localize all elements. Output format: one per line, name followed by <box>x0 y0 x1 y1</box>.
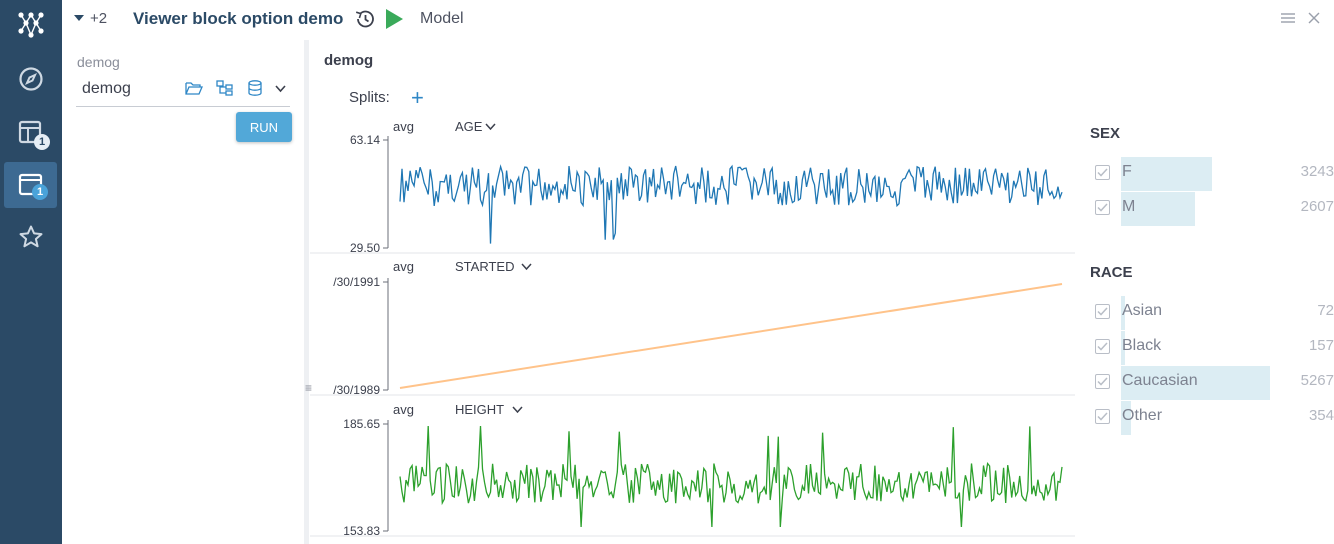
filter-frequency-bar <box>1121 401 1131 435</box>
filter-title-sex: SEX <box>1090 125 1121 142</box>
filter-checkbox[interactable] <box>1095 374 1110 389</box>
close-icon[interactable] <box>1307 11 1321 25</box>
filter-count: 72 <box>1317 302 1334 319</box>
filter-count: 5267 <box>1300 372 1334 389</box>
filter-label: Asian <box>1122 302 1163 319</box>
dashboard-icon <box>18 120 41 144</box>
check-icon <box>1097 168 1108 177</box>
series-line-age <box>399 164 1063 244</box>
filter-row[interactable]: Asian 72 <box>1090 296 1334 330</box>
filter-label: Other <box>1122 407 1163 424</box>
query-panel: demog demog RUN <box>62 40 304 544</box>
filter-row[interactable]: Black 157 <box>1090 331 1334 365</box>
app-logo-button[interactable] <box>4 2 57 48</box>
filter-frequency-bar <box>1121 296 1125 330</box>
filter-count: 2607 <box>1300 198 1334 215</box>
viewer-title: demog <box>324 52 374 69</box>
y-tick-label-min: 153.83 <box>343 524 380 538</box>
filter-frequency-bar <box>1121 331 1125 365</box>
y-tick-label-max: /30/1991 <box>333 275 380 289</box>
run-button[interactable]: RUN <box>236 112 292 142</box>
filter-label: Caucasian <box>1122 372 1198 389</box>
y-tick-label-min: 29.50 <box>350 241 380 255</box>
check-icon <box>1097 412 1108 421</box>
check-icon <box>1097 342 1108 351</box>
chart-panel-started: avg STARTED/30/1991/30/1989 <box>310 259 1075 397</box>
tree-icon[interactable] <box>216 80 234 96</box>
column-selector[interactable]: HEIGHT <box>455 402 504 417</box>
dashboard-badge: 1 <box>34 134 50 150</box>
logo-icon <box>17 12 44 38</box>
input-underline <box>76 106 290 107</box>
filter-label: Black <box>1122 337 1162 354</box>
splits-label: Splits: <box>349 89 390 106</box>
filter-count: 157 <box>1308 337 1334 354</box>
database-icon[interactable] <box>248 80 262 96</box>
browse-button[interactable] <box>4 56 57 102</box>
table-input[interactable]: demog <box>82 80 131 97</box>
filter-row[interactable]: Other 354 <box>1090 401 1334 435</box>
folder-open-icon[interactable] <box>185 80 203 96</box>
add-split-button[interactable]: + <box>411 85 424 110</box>
more-views-count[interactable]: +2 <box>90 10 108 27</box>
filter-frequency-bar <box>1121 366 1270 400</box>
y-tick-label-max: 185.65 <box>343 417 380 431</box>
aggregation-label: avg <box>393 402 414 417</box>
filter-row[interactable]: F 3243 <box>1090 157 1334 191</box>
chevron-down-icon[interactable] <box>275 85 286 93</box>
y-tick-label-max: 63.14 <box>350 133 380 147</box>
favorites-button[interactable] <box>4 214 57 260</box>
filter-checkbox[interactable] <box>1095 339 1110 354</box>
splitter-grip-icon[interactable]: ≡ <box>305 381 313 395</box>
filter-count: 354 <box>1308 407 1334 424</box>
column-selector[interactable]: AGE <box>455 119 483 134</box>
filter-frequency-bar <box>1121 157 1212 191</box>
chevron-down-icon[interactable] <box>521 263 532 271</box>
filter-count: 3243 <box>1300 163 1334 180</box>
page-title: Viewer block option demo <box>133 9 344 28</box>
series-line-started <box>399 283 1063 389</box>
views-button[interactable]: 1 <box>4 162 57 208</box>
filter-label: F <box>1122 163 1132 180</box>
dashboards-button[interactable]: 1 <box>4 110 57 156</box>
check-icon <box>1097 203 1108 212</box>
aggregation-label: avg <box>393 119 414 134</box>
line-chart: avg AGE 63.14 29.50 avg STARTED/30/1991/30/19… <box>310 119 1075 538</box>
star-icon <box>19 225 42 248</box>
check-icon <box>1097 307 1108 316</box>
filter-title-race: RACE <box>1090 264 1133 281</box>
filter-frequency-bar <box>1121 192 1195 226</box>
filter-row[interactable]: Caucasian 5267 <box>1090 366 1334 400</box>
filter-checkbox[interactable] <box>1095 200 1110 215</box>
compass-icon <box>18 67 43 91</box>
table-caption: demog <box>77 54 120 70</box>
y-tick-label-min: /30/1989 <box>333 383 380 397</box>
check-icon <box>1097 377 1108 386</box>
filter-checkbox[interactable] <box>1095 409 1110 424</box>
filter-label: M <box>1122 198 1136 215</box>
caret-down-icon[interactable] <box>74 14 84 22</box>
filter-checkbox[interactable] <box>1095 304 1110 319</box>
hamburger-menu-icon[interactable] <box>1281 12 1295 24</box>
filter-row[interactable]: M 2607 <box>1090 192 1334 226</box>
play-icon[interactable] <box>384 8 404 30</box>
series-line-height <box>399 425 1063 528</box>
column-selector[interactable]: STARTED <box>455 259 514 274</box>
aggregation-label: avg <box>393 259 414 274</box>
app-sidebar: 1 1 <box>0 0 62 544</box>
chart-panel-height: avg HEIGHT 185.65 153.83 <box>310 402 1075 538</box>
chevron-down-icon[interactable] <box>512 406 523 414</box>
chevron-down-icon[interactable] <box>485 123 496 131</box>
history-icon[interactable] <box>354 8 376 30</box>
view-header: +2 Viewer block option demo Model <box>62 0 1334 40</box>
panel-splitter[interactable] <box>304 40 309 544</box>
views-badge: 1 <box>32 184 48 200</box>
model-link[interactable]: Model <box>420 10 464 27</box>
filter-checkbox[interactable] <box>1095 165 1110 180</box>
chart-panel-age: avg AGE 63.14 29.50 <box>310 119 1075 255</box>
